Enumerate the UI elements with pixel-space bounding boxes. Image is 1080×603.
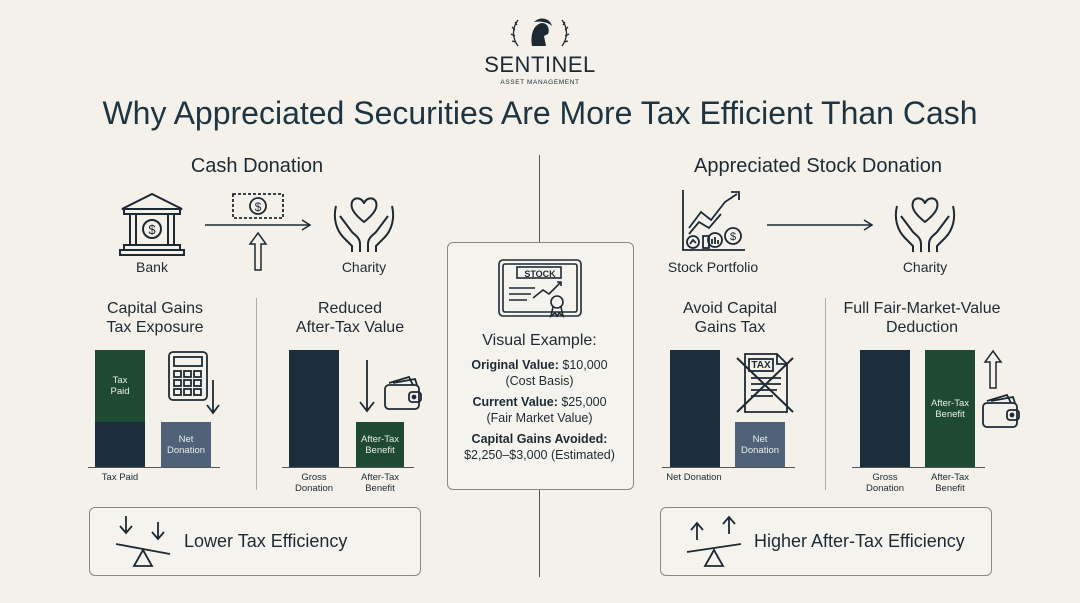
cash-exposure-heading-line2: Tax Exposure — [106, 319, 204, 336]
cash-reduced-heading-line1: Reduced — [317, 300, 383, 317]
svg-text:$: $ — [148, 222, 156, 237]
current-value: $25,000 — [561, 395, 607, 409]
stock-after-tax-bar: After-Tax Benefit — [925, 350, 975, 467]
avoided-label: Capital Gains Avoided: — [471, 432, 608, 446]
stock-avoid-heading-line2: Gains Tax — [694, 319, 766, 336]
stock-avoid-axis — [662, 467, 795, 468]
cash-net-donation-bar-label: Net Donation — [166, 433, 206, 456]
tax-paid-base-bar — [95, 422, 145, 467]
cash-exposure-heading-line1: Capital Gains — [106, 300, 204, 317]
example-current: Current Value: $25,000 (Fair Market Valu… — [447, 394, 632, 426]
cash-reduced-heading-line2: After-Tax Value — [295, 319, 405, 336]
charity-hands-heart-icon — [333, 197, 395, 252]
cash-exposure-axis — [88, 467, 220, 468]
stock-portfolio-label: Stock Portfolio — [667, 259, 759, 275]
crossed-tax-form-icon — [736, 353, 794, 413]
example-box — [447, 242, 634, 490]
stock-wallet-icon — [982, 393, 1020, 428]
center-divider-bottom — [539, 489, 540, 577]
tax-icon-label: TAX — [751, 360, 771, 371]
svg-text:$: $ — [730, 231, 736, 243]
stock-certificate-icon — [498, 259, 582, 318]
stock-portfolio-icon: $ — [682, 190, 745, 251]
page-title: Why Appreciated Securities Are More Tax … — [102, 95, 978, 131]
cash-reduced-axis — [282, 467, 414, 468]
stock-gross-donation-bar — [860, 350, 910, 467]
cash-after-tax-bar: After-Tax Benefit — [356, 422, 404, 467]
tax-paid-bar: Tax Paid — [95, 350, 145, 422]
cash-axis-gross: Gross Donation — [294, 472, 334, 494]
svg-text:$: $ — [255, 200, 262, 214]
example-heading: Visual Example: — [482, 332, 597, 349]
cash-heading: Cash Donation — [190, 155, 324, 177]
brand-tagline: ASSET MANAGEMENT — [500, 79, 580, 86]
scale-up-icon — [686, 515, 742, 567]
stock-certificate-label: STOCK — [524, 269, 556, 279]
stock-charity-hands-heart-icon — [894, 197, 956, 252]
cash-gross-donation-bar — [289, 350, 339, 467]
spartan-helmet-logo-icon — [510, 18, 570, 47]
cash-charity-label: Charity — [341, 259, 387, 275]
stock-net-donation-large-bar — [670, 350, 720, 467]
cash-exposure-heading: Capital Gains Tax Exposure — [70, 299, 240, 337]
stock-fmv-heading-line1: Full Fair-Market-Value — [843, 300, 1001, 317]
stock-avoid-heading-line1: Avoid Capital — [683, 300, 777, 317]
brand-name: SENTINEL — [484, 52, 596, 77]
stock-net-donation-bar-label: Net Donation — [740, 433, 780, 456]
tax-paid-bar-label: Tax Paid — [110, 375, 130, 397]
cash-net-donation-bar: Net Donation — [161, 422, 211, 467]
stock-fmv-heading: Full Fair-Market-Value Deduction — [832, 299, 1012, 337]
current-value-note: (Fair Market Value) — [486, 411, 593, 425]
stock-after-tax-bar-label: After-Tax Benefit — [930, 397, 969, 420]
cash-reduced-heading: Reduced After-Tax Value — [275, 299, 425, 337]
calculator-icon — [168, 351, 220, 415]
original-value-note: (Cost Basis) — [505, 374, 574, 388]
cash-footer-label: Lower Tax Efficiency — [184, 531, 348, 551]
cash-axis-after-tax: After-Tax Benefit — [360, 472, 399, 494]
stock-fmv-heading-line2: Deduction — [885, 319, 959, 336]
arrow-down-icon — [359, 360, 375, 413]
bank-icon: $ — [119, 192, 185, 256]
scale-down-icon — [115, 516, 171, 567]
bank-label: Bank — [136, 259, 168, 275]
original-value: $10,000 — [562, 358, 608, 372]
center-divider-top — [539, 155, 540, 243]
stock-footer-label: Higher After-Tax Efficiency — [754, 531, 965, 551]
stock-section-divider — [825, 298, 826, 490]
stock-charity-label: Charity — [902, 259, 948, 275]
cash-footer-box — [89, 507, 421, 576]
stock-net-donation-bar: Net Donation — [735, 422, 785, 467]
original-value-label: Original Value: — [471, 358, 559, 372]
stock-axis-net: Net Donation — [666, 472, 722, 483]
stock-axis-gross: Gross Donation — [865, 472, 905, 494]
arrow-up-icon — [248, 231, 268, 271]
money-bill-icon: $ — [232, 193, 284, 219]
example-avoided: Capital Gains Avoided: $2,250–$3,000 (Es… — [447, 431, 632, 463]
arrow-up-stock-icon — [983, 349, 1003, 389]
arrow-right-stock-icon — [767, 219, 874, 231]
example-original: Original Value: $10,000 (Cost Basis) — [447, 357, 632, 389]
stock-axis-after-tax: After-Tax Benefit — [930, 472, 969, 494]
stock-heading: Appreciated Stock Donation — [694, 155, 942, 177]
current-value-label: Current Value: — [472, 395, 558, 409]
avoided-value: $2,250–$3,000 (Estimated) — [464, 448, 615, 462]
cash-after-tax-bar-label: After-Tax Benefit — [360, 433, 399, 456]
arrow-right-icon — [205, 219, 312, 231]
cash-exposure-axis-label: Tax Paid — [101, 472, 139, 483]
stock-avoid-heading: Avoid Capital Gains Tax — [655, 299, 805, 337]
cash-section-divider — [256, 298, 257, 490]
stock-footer-box — [660, 507, 992, 576]
stock-fmv-axis — [852, 467, 985, 468]
wallet-icon — [384, 375, 422, 410]
